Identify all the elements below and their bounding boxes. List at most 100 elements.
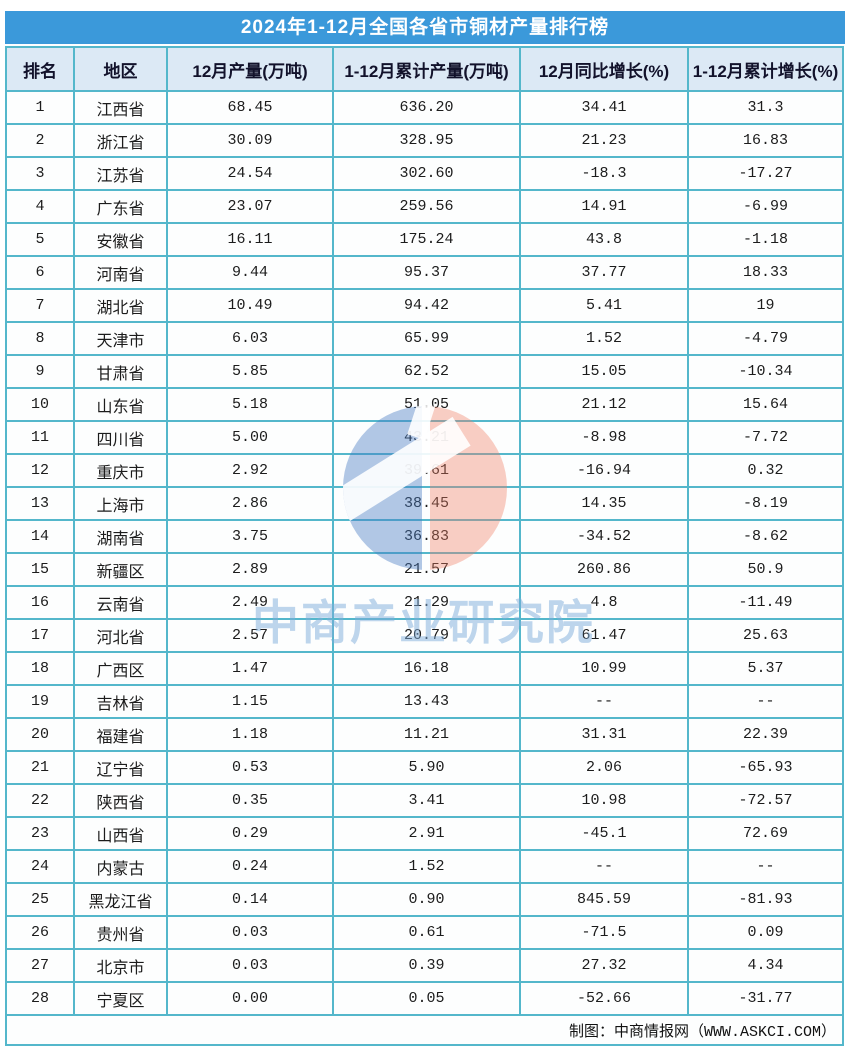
column-header-cum-production: 1-12月累计产量(万吨): [332, 46, 521, 92]
cum-growth-cell: -81.93: [687, 882, 844, 917]
dec-yoy-growth-cell: -52.66: [519, 981, 689, 1016]
cum-growth-cell: -1.18: [687, 222, 844, 257]
rank-cell: 21: [5, 750, 75, 785]
cum-growth-cell: -7.72: [687, 420, 844, 455]
cum-production-cell: 1.52: [332, 849, 521, 884]
rank-cell: 7: [5, 288, 75, 323]
table-row: 2 浙江省 30.09 328.95 21.23 16.83: [5, 123, 844, 158]
table-row: 15 新疆区 2.89 21.57 260.86 50.9: [5, 552, 844, 587]
cum-production-cell: 0.05: [332, 981, 521, 1016]
credit-text: 制图：中商情报网（WWW.ASKCI.COM）: [5, 1014, 844, 1046]
dec-production-cell: 30.09: [166, 123, 334, 158]
page-title: 2024年1-12月全国各省市铜材产量排行榜: [5, 11, 845, 44]
table-row: 14 湖南省 3.75 36.83 -34.52 -8.62: [5, 519, 844, 554]
cum-growth-cell: 25.63: [687, 618, 844, 653]
rank-cell: 15: [5, 552, 75, 587]
table-body: 1 江西省 68.45 636.20 34.41 31.3 2 浙江省 30.09 328.95 2…: [5, 90, 844, 1016]
table-row: 27 北京市 0.03 0.39 27.32 4.34: [5, 948, 844, 983]
cum-production-cell: 21.57: [332, 552, 521, 587]
dec-yoy-growth-cell: -18.3: [519, 156, 689, 191]
table-row: 8 天津市 6.03 65.99 1.52 -4.79: [5, 321, 844, 356]
dec-production-cell: 6.03: [166, 321, 334, 356]
cum-growth-cell: -72.57: [687, 783, 844, 818]
dec-yoy-growth-cell: 10.99: [519, 651, 689, 686]
cum-production-cell: 0.39: [332, 948, 521, 983]
cum-growth-cell: -65.93: [687, 750, 844, 785]
dec-yoy-growth-cell: 43.8: [519, 222, 689, 257]
cum-production-cell: 328.95: [332, 123, 521, 158]
region-cell: 浙江省: [73, 123, 168, 158]
cum-production-cell: 65.99: [332, 321, 521, 356]
cum-production-cell: 0.90: [332, 882, 521, 917]
region-cell: 黑龙江省: [73, 882, 168, 917]
cum-growth-cell: 72.69: [687, 816, 844, 851]
rank-cell: 8: [5, 321, 75, 356]
table-row: 9 甘肃省 5.85 62.52 15.05 -10.34: [5, 354, 844, 389]
region-cell: 宁夏区: [73, 981, 168, 1016]
cum-growth-cell: -8.19: [687, 486, 844, 521]
dec-yoy-growth-cell: 1.52: [519, 321, 689, 356]
dec-yoy-growth-cell: -34.52: [519, 519, 689, 554]
dec-production-cell: 1.18: [166, 717, 334, 752]
region-cell: 安徽省: [73, 222, 168, 257]
table-row: 26 贵州省 0.03 0.61 -71.5 0.09: [5, 915, 844, 950]
column-header-dec-production: 12月产量(万吨): [166, 46, 334, 92]
region-cell: 山东省: [73, 387, 168, 422]
table-row: 5 安徽省 16.11 175.24 43.8 -1.18: [5, 222, 844, 257]
cum-production-cell: 3.41: [332, 783, 521, 818]
table-row: 28 宁夏区 0.00 0.05 -52.66 -31.77: [5, 981, 844, 1016]
dec-production-cell: 1.15: [166, 684, 334, 719]
dec-yoy-growth-cell: --: [519, 684, 689, 719]
rank-cell: 18: [5, 651, 75, 686]
cum-production-cell: 11.21: [332, 717, 521, 752]
rank-cell: 25: [5, 882, 75, 917]
table-row: 7 湖北省 10.49 94.42 5.41 19: [5, 288, 844, 323]
cum-production-cell: 43.21: [332, 420, 521, 455]
dec-production-cell: 16.11: [166, 222, 334, 257]
region-cell: 河北省: [73, 618, 168, 653]
dec-yoy-growth-cell: 31.31: [519, 717, 689, 752]
dec-production-cell: 10.49: [166, 288, 334, 323]
table-row: 13 上海市 2.86 38.45 14.35 -8.19: [5, 486, 844, 521]
credit-row: 制图：中商情报网（WWW.ASKCI.COM）: [5, 1014, 844, 1046]
cum-growth-cell: -10.34: [687, 354, 844, 389]
cum-growth-cell: 5.37: [687, 651, 844, 686]
table-row: 11 四川省 5.00 43.21 -8.98 -7.72: [5, 420, 844, 455]
cum-growth-cell: 31.3: [687, 90, 844, 125]
dec-yoy-growth-cell: 260.86: [519, 552, 689, 587]
dec-production-cell: 0.24: [166, 849, 334, 884]
cum-growth-cell: -11.49: [687, 585, 844, 620]
cum-growth-cell: -31.77: [687, 981, 844, 1016]
region-cell: 天津市: [73, 321, 168, 356]
region-cell: 贵州省: [73, 915, 168, 950]
rank-cell: 6: [5, 255, 75, 290]
region-cell: 新疆区: [73, 552, 168, 587]
cum-production-cell: 95.37: [332, 255, 521, 290]
region-cell: 山西省: [73, 816, 168, 851]
cum-growth-cell: 16.83: [687, 123, 844, 158]
cum-production-cell: 16.18: [332, 651, 521, 686]
dec-production-cell: 68.45: [166, 90, 334, 125]
table-row: 16 云南省 2.49 21.29 4.8 -11.49: [5, 585, 844, 620]
dec-production-cell: 0.35: [166, 783, 334, 818]
cum-production-cell: 5.90: [332, 750, 521, 785]
rank-cell: 16: [5, 585, 75, 620]
rank-cell: 9: [5, 354, 75, 389]
cum-production-cell: 94.42: [332, 288, 521, 323]
cum-growth-cell: -4.79: [687, 321, 844, 356]
region-cell: 湖南省: [73, 519, 168, 554]
rank-cell: 4: [5, 189, 75, 224]
rank-cell: 17: [5, 618, 75, 653]
dec-yoy-growth-cell: 845.59: [519, 882, 689, 917]
cum-growth-cell: -8.62: [687, 519, 844, 554]
cum-production-cell: 13.43: [332, 684, 521, 719]
region-cell: 河南省: [73, 255, 168, 290]
rank-cell: 5: [5, 222, 75, 257]
copper-production-ranking-table: 排名 地区 12月产量(万吨) 1-12月累计产量(万吨) 12月同比增长(%) 1-12…: [5, 46, 844, 1046]
table-row: 6 河南省 9.44 95.37 37.77 18.33: [5, 255, 844, 290]
dec-production-cell: 3.75: [166, 519, 334, 554]
dec-yoy-growth-cell: -45.1: [519, 816, 689, 851]
cum-growth-cell: 18.33: [687, 255, 844, 290]
dec-production-cell: 0.29: [166, 816, 334, 851]
cum-growth-cell: 22.39: [687, 717, 844, 752]
